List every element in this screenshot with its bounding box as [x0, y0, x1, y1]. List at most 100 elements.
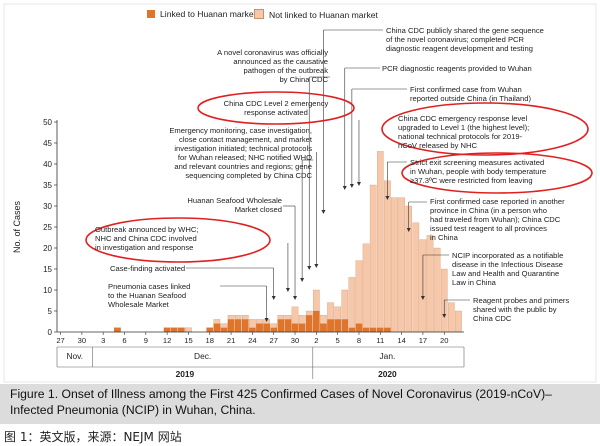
- highlight-ellipse-who-announcement: [85, 217, 271, 263]
- month-label: Nov.: [66, 351, 83, 361]
- x-tick-label: 18: [206, 336, 214, 345]
- month-label: Jan.: [379, 351, 395, 361]
- bar-linked: [341, 319, 349, 333]
- annotation-other-province-case: First confirmed case reported in another…: [430, 197, 565, 242]
- bar-not-linked: [448, 302, 455, 333]
- y-tick-label: 5: [48, 307, 53, 316]
- x-tick-label: 9: [144, 336, 148, 345]
- bar-not-linked: [362, 243, 370, 328]
- y-tick-label: 35: [43, 181, 52, 190]
- bar-not-linked: [398, 197, 405, 333]
- bar-not-linked: [455, 310, 462, 333]
- year-label: 2020: [378, 369, 397, 379]
- x-tick-label: 5: [336, 336, 340, 345]
- bar-not-linked: [185, 327, 192, 333]
- bar-linked: [334, 319, 341, 333]
- arrow-notifiable-head: [420, 296, 425, 300]
- caption-band: [0, 384, 600, 424]
- arrow-market-closed-head: [293, 296, 298, 300]
- x-tick-label: 12: [163, 336, 171, 345]
- bar-not-linked: [433, 247, 441, 333]
- bar-linked: [241, 319, 249, 333]
- annotation-gene-sequence-shared: China CDC publicly shared the gene seque…: [386, 26, 544, 53]
- bar-linked: [355, 323, 363, 333]
- arrow-outbreak-announced-head: [285, 288, 290, 292]
- figure-footnote: 图 1：英文版，来源：NEJM 网站: [4, 430, 182, 444]
- bar-linked: [277, 319, 285, 333]
- y-tick-label: 20: [43, 244, 52, 253]
- bar-linked: [263, 323, 270, 333]
- bar-not-linked: [426, 235, 434, 333]
- bar-linked: [220, 327, 228, 333]
- bar-linked: [206, 327, 214, 333]
- bar-linked: [213, 323, 221, 333]
- arrow-pathogen-announced-head: [307, 266, 312, 270]
- arrow-reagent-probes-head: [442, 314, 447, 318]
- y-tick-label: 0: [48, 328, 53, 337]
- x-tick-label: 14: [397, 336, 405, 345]
- arrow-exit-screening-head: [385, 196, 390, 200]
- bar-linked: [163, 327, 171, 333]
- bar-linked: [270, 327, 278, 333]
- bar-linked: [327, 319, 334, 333]
- bar-not-linked: [249, 319, 256, 328]
- figure-border: [3, 3, 597, 383]
- bar-linked: [362, 327, 370, 333]
- bar-not-linked: [313, 289, 320, 312]
- bar-linked: [227, 319, 235, 333]
- bar-not-linked: [256, 319, 263, 324]
- bar-linked: [298, 323, 306, 333]
- y-tick-label: 25: [43, 223, 52, 232]
- x-tick-label: 15: [184, 336, 192, 345]
- arrow-level1-head: [356, 182, 361, 186]
- y-tick-label: 15: [43, 265, 52, 274]
- bar-not-linked: [270, 323, 278, 328]
- arrow-pcr-reagents-head: [342, 186, 347, 190]
- bar-not-linked: [277, 315, 285, 320]
- x-tick-label: 24: [248, 336, 256, 345]
- x-tick-label: 30: [78, 336, 86, 345]
- bar-linked: [376, 327, 384, 333]
- arrow-pneumonia-linked-head: [264, 318, 269, 322]
- bar-linked: [178, 327, 185, 333]
- figure-caption: Figure 1. Onset of Illness among the Fir…: [10, 387, 552, 417]
- highlight-ellipse-level1: [381, 102, 589, 156]
- annotation-outbreak-announced: Outbreak announced by WHC; NHC and China…: [95, 225, 199, 252]
- arrow-level2-head: [314, 264, 319, 268]
- annotation-pcr-reagents: PCR diagnostic reagents provided to Wuha…: [382, 64, 532, 73]
- x-tick-label: 17: [419, 336, 427, 345]
- y-tick-label: 30: [43, 202, 52, 211]
- month-label: Dec.: [194, 351, 211, 361]
- x-tick-label: 3: [101, 336, 105, 345]
- legend-item-not-linked: Not linked to Huanan market: [254, 9, 378, 20]
- annotation-emergency-monitoring: Emergency monitoring, case investigation…: [169, 126, 312, 180]
- bar-not-linked: [327, 302, 334, 320]
- bar-not-linked: [241, 315, 249, 320]
- annotation-level2-response: China CDC Level 2 emergency response act…: [223, 99, 329, 117]
- x-tick-label: 30: [291, 336, 299, 345]
- annotation-level1-response: China CDC emergency response level upgra…: [398, 114, 530, 150]
- highlight-ellipse-exit-screening: [401, 152, 593, 194]
- arrow-gene-sequence-head: [321, 210, 326, 214]
- annotation-market-closed: Huanan Seafood Wholesale Market closed: [187, 196, 282, 214]
- bar-linked: [305, 315, 313, 333]
- legend-swatch-not-linked: [254, 9, 264, 19]
- highlight-ellipse-level2: [197, 91, 355, 125]
- bar-not-linked: [341, 289, 349, 320]
- bar-not-linked: [305, 310, 313, 316]
- bar-not-linked: [384, 180, 391, 328]
- x-tick-label: 27: [269, 336, 277, 345]
- bar-not-linked: [376, 151, 384, 328]
- bar-not-linked: [227, 315, 235, 320]
- annotation-reagent-probes: Reagent probes and primers shared with t…: [473, 296, 570, 323]
- bar-linked: [313, 310, 320, 333]
- x-tick-label: 6: [122, 336, 126, 345]
- bar-not-linked: [213, 319, 221, 324]
- bar-not-linked: [334, 306, 341, 320]
- x-tick-label: 21: [227, 336, 235, 345]
- bar-linked: [284, 319, 292, 333]
- y-tick-label: 40: [43, 160, 52, 169]
- bar-not-linked: [298, 315, 306, 324]
- y-tick-label: 10: [43, 286, 52, 295]
- y-tick-label: 45: [43, 139, 52, 148]
